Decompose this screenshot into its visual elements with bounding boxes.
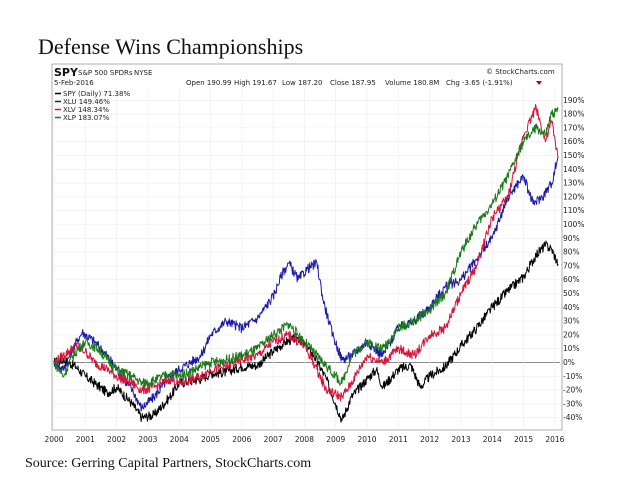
legend-entry: XLP 183.07%	[63, 114, 110, 122]
y-tick-label: 80%	[563, 248, 580, 257]
x-tick-label: 2015	[514, 435, 533, 444]
series-line-xlp	[53, 107, 559, 388]
y-tick-label: 110%	[563, 206, 584, 215]
y-tick-label: 130%	[563, 179, 584, 188]
y-tick-label: 90%	[563, 234, 580, 243]
y-tick-label: 180%	[563, 110, 584, 119]
exchange-label: NYSE	[134, 69, 152, 77]
quote-high: High 191.67	[234, 79, 277, 87]
y-tick-label: 100%	[563, 220, 584, 229]
legend-entry: XLV 148.34%	[63, 106, 109, 114]
y-tick-label: 170%	[563, 123, 584, 132]
x-tick-label: 2011	[389, 435, 408, 444]
y-tick-label: -30%	[563, 399, 582, 408]
x-axis: 2000 2001 2002 2003 2004 2005 2006 2007 2008 2009…	[44, 435, 564, 444]
x-tick-label: 2008	[295, 435, 314, 444]
watermark-label: © StockCharts.com	[486, 68, 555, 76]
legend-entry: SPY (Daily) 71.38%	[63, 90, 130, 98]
chart-frame	[51, 63, 563, 431]
y-tick-label: 50%	[563, 289, 580, 298]
quote-change: Chg -3.65 (-1.91%)	[446, 79, 513, 87]
chart-header: SPY S&P 500 SPDRs NYSE © StockCharts.com…	[54, 66, 555, 87]
y-tick-label: 60%	[563, 275, 580, 284]
y-tick-label: 10%	[563, 344, 580, 353]
quote-close: Close 187.95	[330, 79, 376, 87]
quote-volume: Volume 180.8M	[385, 79, 439, 87]
y-tick-label: 0%	[563, 358, 575, 367]
x-tick-label: 2007	[264, 435, 283, 444]
page-title: Defense Wins Championships	[38, 34, 304, 59]
y-tick-label: 190%	[563, 96, 584, 105]
quote-open: Open 190.99	[186, 79, 231, 87]
x-tick-label: 2016	[545, 435, 564, 444]
series-line-xlu	[53, 156, 559, 412]
symbol-name-label: S&P 500 SPDRs	[78, 69, 133, 77]
down-arrow-icon	[536, 81, 542, 85]
x-tick-label: 2002	[107, 435, 126, 444]
x-tick-label: 2014	[483, 435, 502, 444]
legend-entry: XLU 149.46%	[63, 98, 110, 106]
x-tick-label: 2004	[170, 435, 189, 444]
y-tick-label: 140%	[563, 165, 584, 174]
y-tick-label: 40%	[563, 303, 580, 312]
x-tick-label: 2001	[76, 435, 95, 444]
x-tick-label: 2012	[420, 435, 439, 444]
source-caption: Source: Gerring Capital Partners, StockC…	[25, 456, 312, 471]
y-tick-label: 120%	[563, 192, 584, 201]
x-tick-label: 2009	[326, 435, 345, 444]
y-axis: 190% 180% 170% 160% 150% 140% 130% 120% 110% 100%…	[563, 96, 584, 422]
x-tick-label: 2006	[232, 435, 251, 444]
x-tick-label: 2005	[201, 435, 220, 444]
quote-low: Low 187.20	[282, 79, 323, 87]
y-tick-label: 160%	[563, 137, 584, 146]
symbol-label: SPY	[54, 66, 79, 79]
x-tick-label: 2003	[138, 435, 157, 444]
grid	[53, 88, 560, 430]
date-label: 5-Feb-2016	[54, 79, 94, 87]
y-tick-label: 70%	[563, 261, 580, 270]
x-tick-label: 2013	[451, 435, 470, 444]
y-tick-label: -40%	[563, 413, 582, 422]
x-tick-label: 2010	[357, 435, 376, 444]
y-tick-label: 30%	[563, 317, 580, 326]
y-tick-label: -10%	[563, 372, 582, 381]
y-tick-label: -20%	[563, 386, 582, 395]
x-tick-label: 2000	[44, 435, 63, 444]
y-tick-label: 20%	[563, 330, 580, 339]
legend: SPY (Daily) 71.38%XLU 149.46%XLV 148.34%…	[55, 90, 130, 122]
series-lines	[53, 103, 559, 423]
y-tick-label: 150%	[563, 151, 584, 160]
